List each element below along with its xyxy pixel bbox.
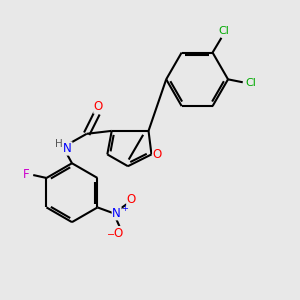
Text: O: O bbox=[153, 148, 162, 161]
Text: Cl: Cl bbox=[218, 26, 229, 36]
Text: Cl: Cl bbox=[246, 78, 256, 88]
Text: O: O bbox=[94, 100, 103, 113]
Text: −: − bbox=[107, 230, 116, 240]
Text: N: N bbox=[63, 142, 72, 155]
Text: +: + bbox=[122, 203, 128, 212]
Text: O: O bbox=[113, 226, 123, 239]
Text: N: N bbox=[112, 207, 121, 220]
Text: H: H bbox=[55, 139, 63, 148]
Text: F: F bbox=[23, 168, 30, 181]
Text: O: O bbox=[127, 193, 136, 206]
